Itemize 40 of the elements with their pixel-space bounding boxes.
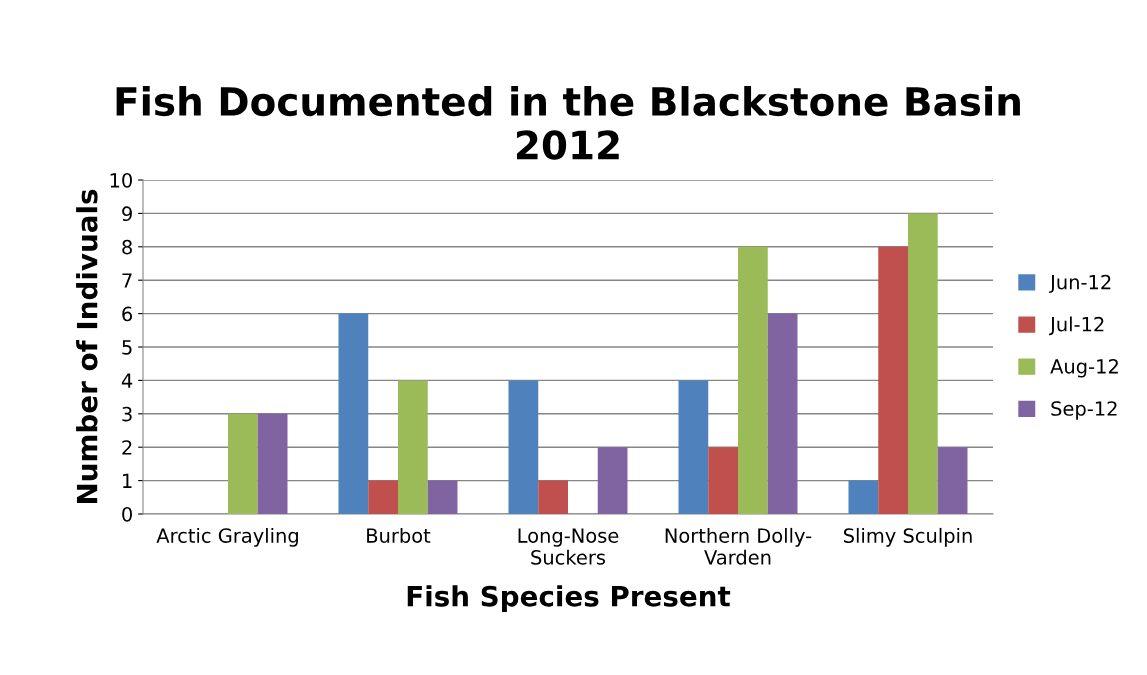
y-tick-label: 10 (110, 172, 132, 188)
bar (368, 480, 398, 514)
bar (257, 413, 288, 514)
bar (708, 447, 738, 514)
legend-label: Jul-12 (1049, 316, 1104, 336)
legend-label: Aug-12 (1050, 359, 1118, 378)
bar (228, 413, 258, 514)
x-tick-label: Arctic Grayling (156, 527, 298, 547)
y-tick-label: 1 (123, 473, 132, 488)
x-tick-label: Slimy Sculpin (843, 527, 972, 547)
bar (508, 380, 539, 514)
bar (597, 447, 628, 514)
x-tick-label: Northern Dolly- Varden (665, 527, 812, 565)
bar (878, 246, 908, 514)
y-tick-label: 2 (122, 440, 132, 455)
bar (937, 447, 968, 514)
y-tick-label: 8 (122, 239, 132, 255)
chart-title: Fish Documented in the Blackstone Basin 2012 (116, 86, 1020, 160)
legend-label: Jun-12 (1049, 274, 1111, 294)
bar (908, 213, 938, 514)
y-tick-label: 6 (122, 306, 133, 322)
x-tick-label: Burbot (367, 527, 431, 543)
x-axis-title: Fish Species Present (407, 585, 731, 613)
y-tick-label: 5 (122, 340, 132, 355)
bar (738, 246, 768, 514)
bar (848, 480, 879, 514)
bar (398, 380, 428, 514)
x-tick-label: Long-Nose Suckers (518, 528, 619, 565)
bar (338, 313, 369, 514)
bar (538, 480, 568, 514)
y-tick-label: 4 (121, 373, 133, 388)
bar (427, 480, 458, 514)
bar (767, 313, 798, 514)
y-tick-label: 3 (122, 406, 132, 422)
y-axis-title: Number of Indivuals (76, 189, 98, 503)
bar (678, 380, 709, 514)
y-tick-label: 0 (122, 506, 132, 522)
y-tick-label: 9 (122, 206, 132, 222)
y-tick-label: 7 (122, 273, 132, 288)
legend-label: Sep-12 (1051, 401, 1117, 420)
